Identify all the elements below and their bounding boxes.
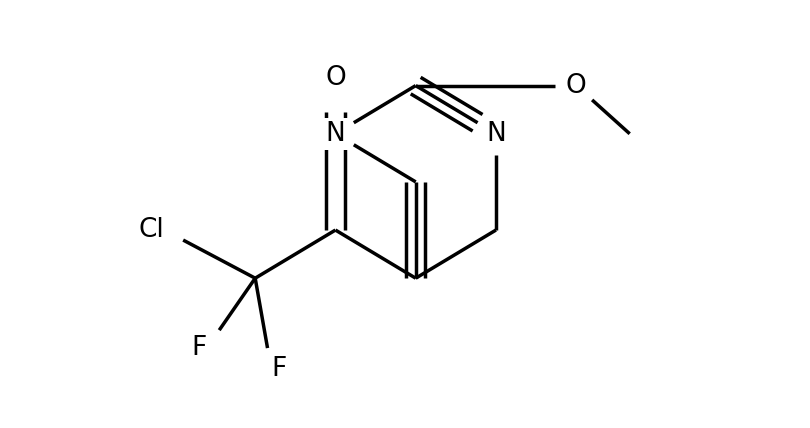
Text: F: F: [271, 356, 287, 382]
Text: N: N: [326, 121, 345, 147]
Text: Cl: Cl: [139, 217, 164, 243]
Text: O: O: [566, 73, 586, 98]
Text: N: N: [486, 121, 505, 147]
Text: O: O: [325, 65, 346, 91]
Text: F: F: [192, 335, 207, 361]
